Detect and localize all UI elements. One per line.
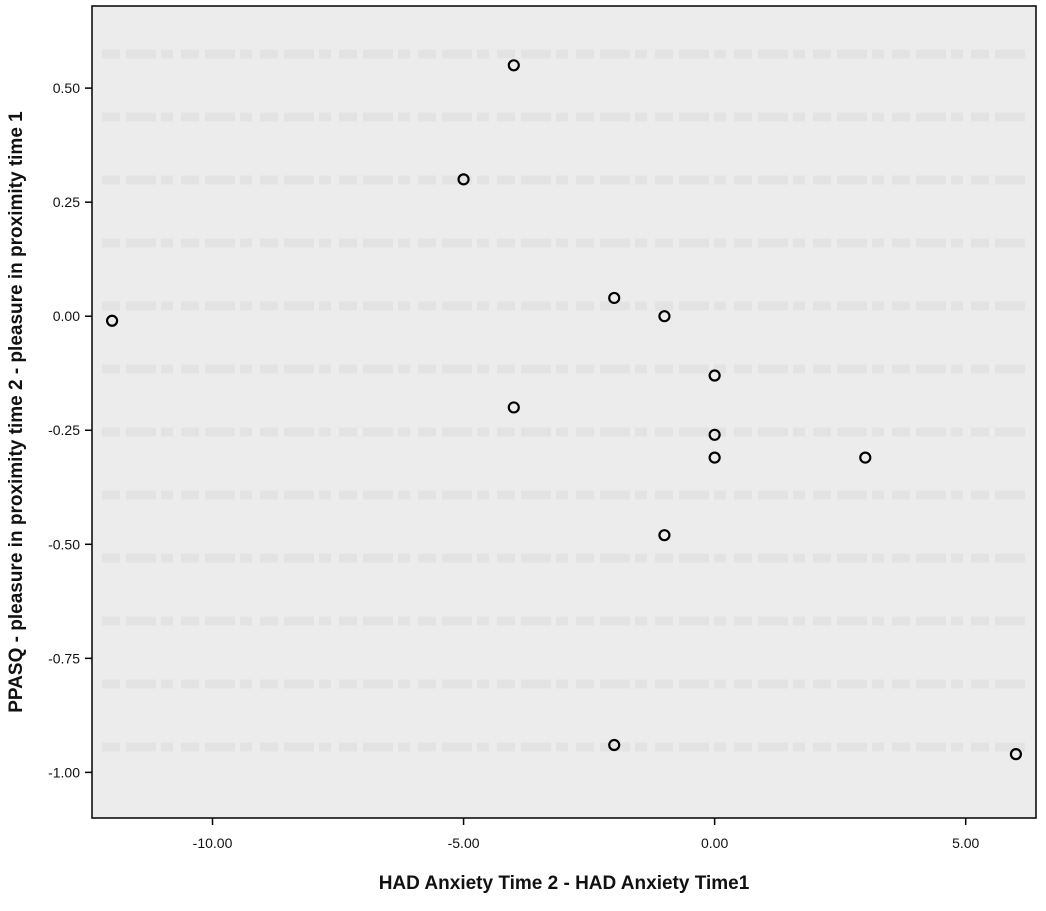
plot-area bbox=[91, 5, 1037, 819]
data-point bbox=[658, 310, 671, 323]
data-point bbox=[608, 738, 621, 752]
data-point bbox=[507, 59, 520, 72]
data-points bbox=[105, 59, 1023, 761]
y-tick-label: -0.50 bbox=[48, 536, 80, 552]
y-tick-label: 0.50 bbox=[53, 80, 80, 96]
y-tick-label: -0.25 bbox=[48, 422, 80, 438]
x-tick-label: 5.00 bbox=[952, 835, 979, 851]
x-tick-label: -10.00 bbox=[193, 835, 233, 851]
x-tick-label: -5.00 bbox=[448, 835, 480, 851]
data-point bbox=[859, 451, 872, 464]
data-point bbox=[658, 529, 671, 542]
y-tick-label: -0.75 bbox=[48, 650, 80, 666]
data-point bbox=[105, 314, 119, 327]
data-point bbox=[507, 401, 520, 414]
y-tick-label: 0.25 bbox=[53, 194, 80, 210]
x-axis: -10.00 -5.00 0.00 5.00 bbox=[193, 818, 980, 851]
x-axis-title: HAD Anxiety Time 2 - HAD Anxiety Time1 bbox=[379, 873, 750, 894]
data-point bbox=[708, 369, 721, 382]
y-axis-title: PPASQ - pleasure in proximity time 2 - p… bbox=[6, 111, 27, 713]
data-point bbox=[608, 291, 621, 305]
show-through-text-layer bbox=[102, 49, 1026, 752]
data-point bbox=[708, 428, 721, 441]
x-tick-label: 0.00 bbox=[701, 835, 728, 851]
data-point bbox=[457, 173, 470, 186]
data-point bbox=[1009, 748, 1023, 761]
y-tick-label: -1.00 bbox=[48, 764, 80, 780]
y-axis: 0.50 0.25 0.00 -0.25 -0.50 -0.75 -1.00 bbox=[48, 80, 92, 780]
y-tick-label: 0.00 bbox=[53, 308, 80, 324]
data-point bbox=[708, 451, 721, 464]
